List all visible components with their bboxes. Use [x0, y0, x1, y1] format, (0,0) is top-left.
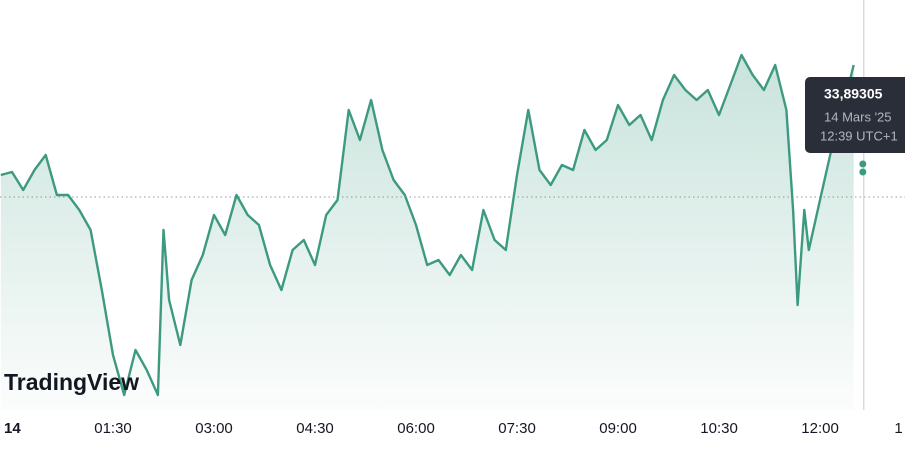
x-tick-label: 14	[4, 420, 21, 437]
x-tick-label: 09:00	[599, 420, 637, 437]
area	[0, 55, 854, 410]
tooltip-price: 33,89305	[824, 86, 883, 102]
x-tick-label: 03:00	[195, 420, 233, 437]
plot	[0, 0, 905, 410]
tooltip-box	[805, 77, 905, 153]
crosshair-dot	[859, 168, 867, 176]
x-tick-label: 07:30	[498, 420, 536, 437]
x-tick-label: 01:30	[94, 420, 132, 437]
x-tick-label: 04:30	[296, 420, 334, 437]
x-tick-label: 1	[894, 420, 902, 437]
tooltip-time: 12:39 UTC+1	[820, 128, 898, 143]
x-tick-label: 12:00	[801, 420, 839, 437]
x-tick-label: 10:30	[700, 420, 738, 437]
crosshair-dot	[859, 160, 867, 168]
tooltip: 33,89305 14 Mars '25 12:39 UTC+1	[805, 77, 905, 153]
x-tick-label: 06:00	[397, 420, 435, 437]
watermark: TradingView	[4, 369, 139, 395]
tooltip-date: 14 Mars '25	[824, 109, 892, 124]
price-line	[0, 53, 855, 397]
